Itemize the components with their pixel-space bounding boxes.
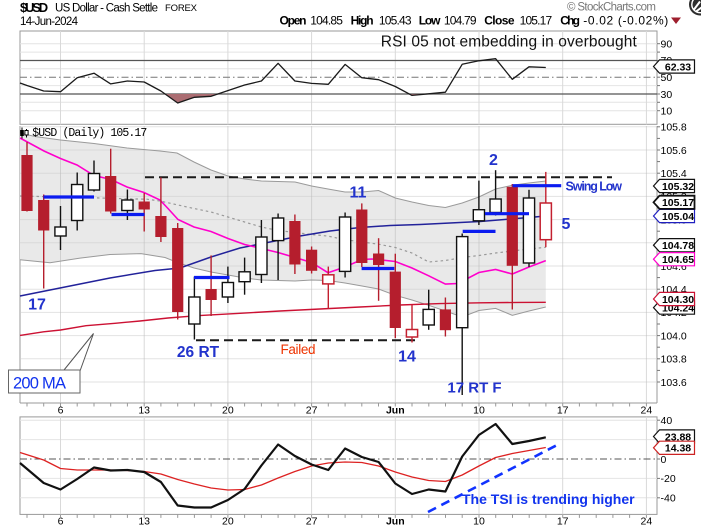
svg-text:50: 50 (661, 72, 673, 84)
svg-text:10: 10 (473, 516, 485, 528)
svg-text:104.65: 104.65 (662, 254, 694, 266)
svg-text:17: 17 (557, 405, 569, 417)
svg-text:40: 40 (661, 415, 673, 427)
svg-text:13: 13 (138, 516, 150, 528)
svg-text:2: 2 (489, 152, 498, 169)
svg-text:5: 5 (562, 216, 571, 233)
svg-text:10: 10 (661, 106, 673, 118)
svg-text:20: 20 (222, 405, 234, 417)
svg-text:105.6: 105.6 (661, 145, 687, 157)
svg-text:Low: Low (419, 13, 441, 27)
svg-text:6: 6 (58, 405, 64, 417)
svg-text:High: High (351, 13, 374, 27)
svg-text:17: 17 (28, 297, 46, 314)
svg-text:© StockCharts.com: © StockCharts.com (567, 1, 656, 13)
svg-text:-20: -20 (661, 473, 676, 485)
svg-text:104.85: 104.85 (310, 13, 343, 27)
svg-text:Open: Open (280, 13, 307, 27)
svg-text:23.88: 23.88 (665, 431, 691, 443)
svg-text:14.38: 14.38 (665, 443, 691, 455)
svg-text:103.8: 103.8 (661, 354, 687, 366)
svg-text:Failed: Failed (281, 342, 316, 357)
svg-text:13: 13 (138, 405, 150, 417)
svg-text:US Dollar - Cash Settle: US Dollar - Cash Settle (55, 3, 158, 15)
svg-text:Jun: Jun (386, 405, 405, 417)
svg-text:27: 27 (306, 516, 318, 528)
svg-text:0: 0 (661, 454, 667, 466)
svg-text:The TSI is trending higher: The TSI is trending higher (462, 491, 635, 507)
svg-text:14: 14 (398, 349, 416, 366)
svg-text:30: 30 (661, 89, 673, 101)
svg-text:105.17: 105.17 (662, 197, 694, 209)
svg-text:11: 11 (350, 185, 367, 202)
svg-text:FOREX: FOREX (165, 3, 198, 14)
svg-text:105.4: 105.4 (661, 168, 687, 180)
svg-text:14-Jun-2024: 14-Jun-2024 (20, 16, 79, 28)
svg-text:RSI 05 not embedding in overbo: RSI 05 not embedding in overbought (381, 34, 638, 51)
svg-text:90: 90 (661, 39, 673, 51)
svg-text:Chg: Chg (560, 13, 580, 27)
svg-text:17 RT F: 17 RT F (447, 380, 501, 397)
svg-text:27: 27 (306, 405, 318, 417)
svg-text:24: 24 (641, 405, 653, 417)
svg-text:104.79: 104.79 (444, 13, 477, 27)
svg-text:-0.02 (-0.02%): -0.02 (-0.02%) (583, 13, 668, 27)
svg-text:105.32: 105.32 (662, 181, 694, 193)
svg-text:Close: Close (484, 13, 515, 27)
svg-text:Jun: Jun (386, 516, 405, 528)
svg-text:105.04: 105.04 (662, 211, 694, 223)
svg-text:104.0: 104.0 (661, 330, 687, 342)
svg-text:105.17: 105.17 (520, 13, 553, 27)
svg-text:62.33: 62.33 (665, 61, 691, 73)
svg-text:200 MA: 200 MA (13, 375, 66, 393)
svg-text:105.8: 105.8 (661, 122, 687, 134)
svg-text:104.78: 104.78 (662, 240, 694, 252)
svg-text:$USD: $USD (20, 0, 48, 15)
svg-text:6: 6 (58, 516, 64, 528)
svg-text:104.30: 104.30 (662, 294, 694, 306)
svg-text:$USD (Daily) 105.17: $USD (Daily) 105.17 (32, 127, 147, 140)
svg-text:20: 20 (222, 516, 234, 528)
svg-text:Swing Low: Swing Low (566, 180, 623, 194)
svg-text:105.43: 105.43 (379, 13, 412, 27)
svg-text:24: 24 (641, 516, 653, 528)
svg-text:17: 17 (557, 516, 569, 528)
svg-text:103.6: 103.6 (661, 377, 687, 389)
svg-text:26 RT: 26 RT (177, 344, 220, 361)
svg-text:-40: -40 (661, 493, 676, 505)
svg-text:10: 10 (473, 405, 485, 417)
